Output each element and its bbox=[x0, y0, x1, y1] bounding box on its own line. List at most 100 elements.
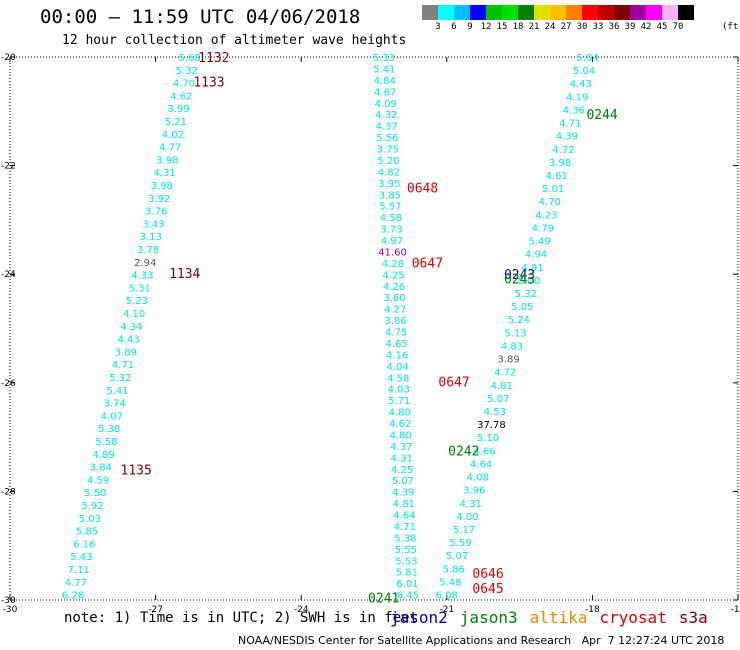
satellite-name: s3a bbox=[678, 608, 708, 627]
wave-height-value: 5.17 bbox=[453, 525, 475, 536]
wave-height-value: 5.81 bbox=[396, 568, 418, 579]
legend-swatch bbox=[534, 5, 550, 20]
wave-height-value: 4.39 bbox=[556, 132, 578, 143]
wave-height-value: 3.96 bbox=[463, 486, 485, 497]
wave-height-value: 4.31 bbox=[153, 168, 175, 179]
wave-height-value: 5.55 bbox=[395, 545, 417, 556]
wave-height-value: 4.89 bbox=[92, 450, 114, 461]
wave-height-value: 5.00 bbox=[518, 276, 540, 287]
satellite-legend: jason2 jason3 altika cryosat s3a bbox=[390, 608, 720, 627]
wave-height-value: 4.28 bbox=[382, 259, 404, 270]
legend-swatch bbox=[630, 5, 646, 20]
legend-swatch bbox=[646, 5, 662, 20]
wave-height-value: 5.58 bbox=[95, 437, 117, 448]
legend-label: 27 bbox=[560, 22, 572, 32]
wave-height-value: 5.38 bbox=[394, 533, 416, 544]
wave-height-value: 4.66 bbox=[473, 446, 495, 457]
wave-height-value: 4.00 bbox=[456, 512, 478, 523]
pass-time-label: 0244 bbox=[586, 108, 617, 123]
wave-height-value: 5.41 bbox=[373, 64, 395, 75]
wave-height-value: 3.89 bbox=[115, 347, 137, 358]
legend-label: 9 bbox=[467, 22, 473, 32]
wave-height-value: 4.67 bbox=[374, 87, 396, 98]
wave-height-value: 5.05 bbox=[511, 302, 533, 313]
legend-label: 42 bbox=[640, 22, 652, 32]
wave-height-value: 4.16 bbox=[386, 350, 408, 361]
wave-height-value: 3.86 bbox=[384, 316, 406, 327]
y-tick-label: -22 bbox=[1, 162, 16, 172]
wave-height-value: 4.80 bbox=[390, 430, 412, 441]
wave-height-value: 4.64 bbox=[393, 511, 415, 522]
wave-height-value: 4.58 bbox=[387, 373, 409, 384]
wave-height-value: 3.13 bbox=[140, 232, 162, 243]
wave-height-value: 5.32 bbox=[515, 289, 537, 300]
y-tick-label: -28 bbox=[1, 487, 16, 497]
wave-height-value: 4.08 bbox=[467, 473, 489, 484]
pass-time-label: 1134 bbox=[169, 267, 200, 282]
wave-height-value: 6.08 bbox=[436, 591, 458, 602]
legend-swatch bbox=[678, 5, 694, 20]
wave-height-value: 4.62 bbox=[170, 91, 192, 102]
wave-height-value: 5.03 bbox=[79, 514, 101, 525]
legend-swatch bbox=[582, 5, 598, 20]
wave-height-value: 5.23 bbox=[126, 296, 148, 307]
wave-height-value: 4.70 bbox=[173, 79, 195, 90]
y-tick-label: -20 bbox=[1, 53, 16, 63]
wave-height-value: 4.97 bbox=[381, 236, 403, 247]
wave-height-value: 5.43 bbox=[70, 552, 92, 563]
wave-height-value: 4.02 bbox=[162, 130, 184, 141]
satellite-name: jason3 bbox=[459, 608, 518, 627]
wave-height-value: 5.24 bbox=[508, 315, 530, 326]
legend-swatch bbox=[470, 5, 486, 20]
footnote: note: 1) Time is in UTC; 2) SWH is in fe… bbox=[64, 610, 419, 626]
pass-time-label: 0646 bbox=[472, 567, 503, 582]
wave-height-value: 5.53 bbox=[395, 556, 417, 567]
wave-height-value: 6.45 bbox=[397, 591, 419, 602]
wave-height-value: 4.34 bbox=[120, 322, 142, 333]
color-scale-legend bbox=[422, 5, 694, 20]
wave-height-value: 3.43 bbox=[142, 219, 164, 230]
wave-height-value: 4.62 bbox=[389, 419, 411, 430]
y-tick-label: -26 bbox=[1, 379, 16, 389]
wave-height-value: 4.59 bbox=[87, 475, 109, 486]
chart-subtitle: 12 hour collection of altimeter wave hei… bbox=[62, 33, 407, 48]
legend-swatch bbox=[662, 5, 678, 20]
wave-height-value: 4.27 bbox=[384, 305, 406, 316]
legend-label: 6 bbox=[451, 22, 457, 32]
pass-time-label: 0645 bbox=[472, 582, 503, 597]
wave-height-value: 5.48 bbox=[439, 578, 461, 589]
wave-height-value: 4.80 bbox=[389, 408, 411, 419]
legend-swatch bbox=[454, 5, 470, 20]
wave-height-value: 4.83 bbox=[501, 342, 523, 353]
wave-height-value: 4.31 bbox=[460, 499, 482, 510]
wave-height-value: 4.91 bbox=[521, 263, 543, 274]
wave-height-value: 3.74 bbox=[104, 399, 126, 410]
pass-time-label: 0647 bbox=[412, 256, 443, 271]
wave-height-value: 5.01 bbox=[542, 184, 564, 195]
wave-height-value: 4.72 bbox=[552, 145, 574, 156]
y-tick-label: -24 bbox=[1, 270, 16, 280]
x-tick-label: -24 bbox=[294, 605, 309, 615]
axis-ticks: -30 -27 -24 -21 -18 -15 -20 -22 -24 -26 -28 -30 bbox=[1, 53, 740, 615]
legend-swatch bbox=[502, 5, 518, 20]
credit-line: NOAA/NESDIS Center for Satellite Applica… bbox=[238, 634, 725, 647]
wave-height-value: 5.85 bbox=[76, 527, 98, 538]
x-tick-label: -30 bbox=[3, 605, 18, 615]
wave-height-value: 3.98 bbox=[549, 158, 571, 169]
legend-swatch bbox=[518, 5, 534, 20]
wave-height-value: 4.43 bbox=[570, 79, 592, 90]
wave-height-value: 4.09 bbox=[375, 99, 397, 110]
pass-time-label: 0647 bbox=[438, 376, 469, 391]
wave-height-value: 3.99 bbox=[167, 104, 189, 115]
wave-height-value: 3.98 bbox=[151, 181, 173, 192]
legend-swatch bbox=[486, 5, 502, 20]
legend-label: 24 bbox=[544, 22, 556, 32]
wave-height-value: 4.25 bbox=[382, 270, 404, 281]
pass-time-label: 1135 bbox=[121, 464, 152, 479]
wave-height-value: 4.72 bbox=[494, 368, 516, 379]
y-tick-label: -30 bbox=[1, 596, 16, 606]
wave-height-value: 3.85 bbox=[379, 190, 401, 201]
wave-height-value: 4.23 bbox=[535, 210, 557, 221]
wave-height-value: 5.07 bbox=[446, 551, 468, 562]
wave-height-value: 5.07 bbox=[487, 394, 509, 405]
